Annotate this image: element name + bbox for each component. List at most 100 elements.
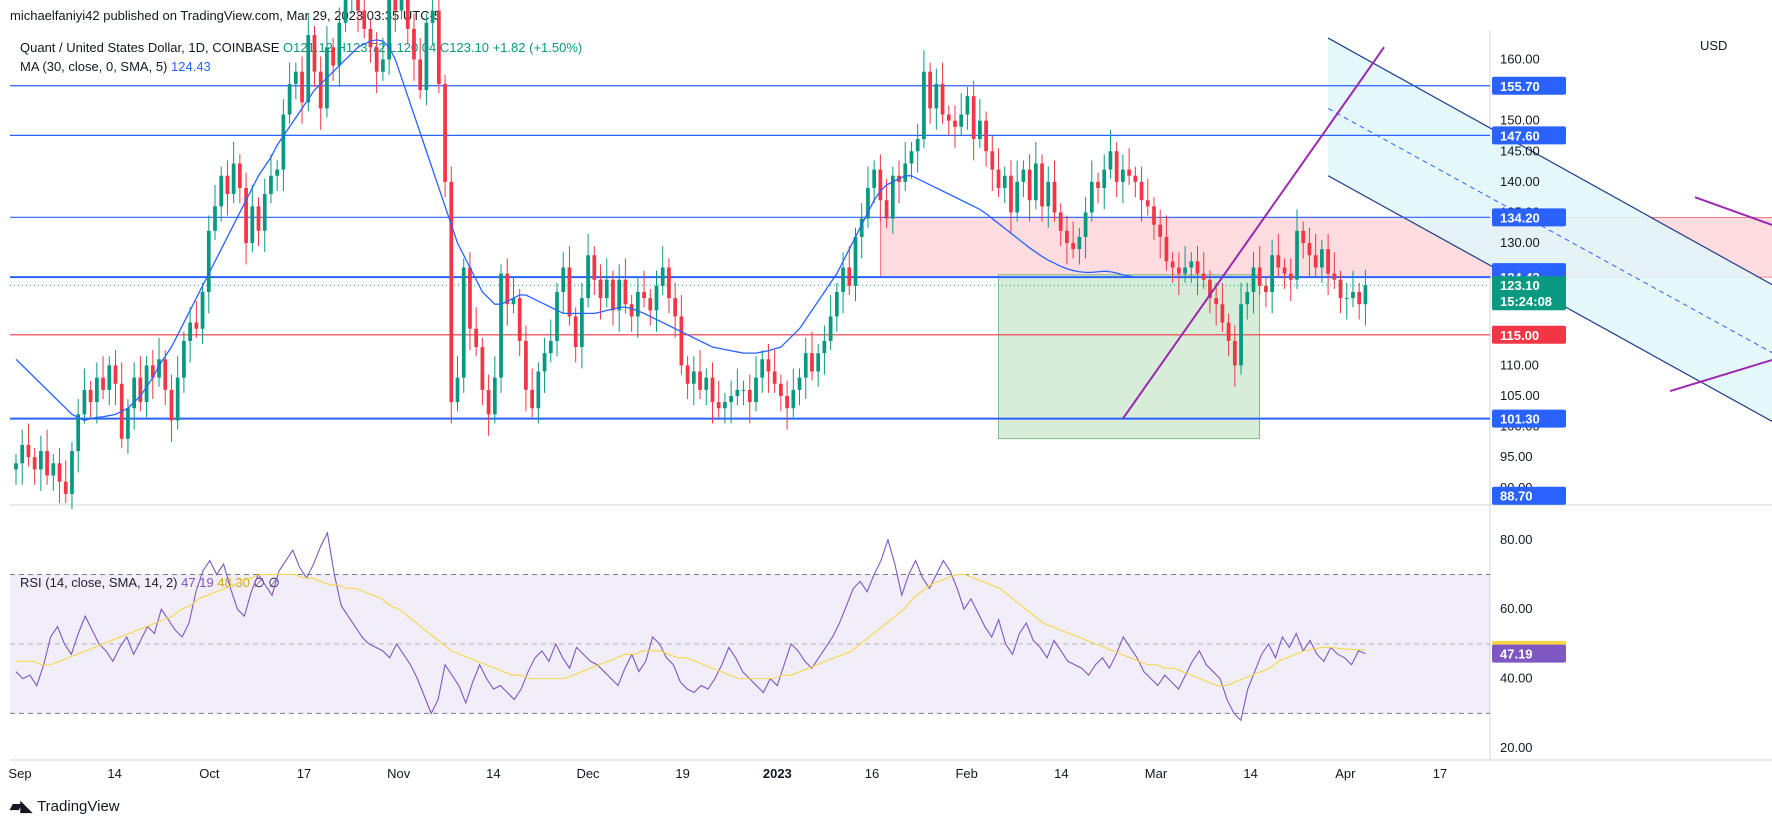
candle-body	[45, 451, 49, 476]
accumulation-zone	[998, 274, 1260, 440]
candle-body	[1052, 181, 1057, 213]
candle-body	[461, 267, 466, 378]
time-tick-label: Dec	[576, 766, 600, 781]
rsi-ma-value: 48.30	[217, 575, 250, 590]
candle-body	[318, 71, 323, 109]
candle-body	[635, 291, 640, 317]
candle-body	[1282, 267, 1287, 274]
candle-body	[915, 139, 920, 152]
candle-body	[772, 371, 777, 384]
candle-body	[144, 365, 149, 403]
tradingview-logo-icon: ▰◣	[10, 798, 32, 815]
candle-body	[548, 340, 553, 354]
candle-body	[1301, 230, 1306, 244]
candle-body	[20, 444, 25, 464]
candle-body	[331, 47, 336, 66]
candle-body	[32, 457, 37, 470]
candle-body	[760, 359, 765, 378]
candle-body	[14, 463, 18, 470]
candle-body	[269, 175, 273, 195]
rsi-legend[interactable]: RSI (14, close, SMA, 14, 2) 47.19 48.30 …	[20, 575, 280, 591]
candle-body	[971, 96, 976, 140]
candle-body	[244, 187, 248, 244]
candle-body	[1295, 230, 1299, 280]
candle-body	[573, 316, 578, 348]
time-tick-label: 14	[1243, 766, 1257, 781]
ma-legend[interactable]: MA (30, close, 0, SMA, 5) 124.43	[20, 59, 211, 74]
candle-body	[754, 377, 758, 403]
candle-body	[648, 298, 653, 311]
symbol-legend[interactable]: Quant / United States Dollar, 1D, COINBA…	[20, 40, 582, 55]
rsi-extra: ∅ ∅	[253, 575, 280, 590]
triangle-lower	[1669, 358, 1772, 393]
candle-body	[94, 377, 99, 403]
candle-body	[1145, 200, 1150, 207]
candle-body	[822, 340, 827, 354]
candle-body	[704, 377, 709, 390]
price-tag-0-text: 155.70	[1500, 79, 1540, 94]
rsi-tag-1: 47.19	[1492, 644, 1566, 663]
candle-body	[978, 120, 982, 140]
price-tag-5-text: 123.10	[1500, 278, 1540, 293]
time-tick-label: Nov	[387, 766, 411, 781]
candle-body	[486, 389, 491, 415]
rsi-label: RSI (14, close, SMA, 14, 2)	[20, 575, 178, 590]
candle-body	[1176, 267, 1181, 274]
price-tag-8-bg	[1492, 486, 1566, 505]
candle-body	[306, 35, 311, 103]
candle-body	[530, 389, 534, 409]
candle-body	[1320, 249, 1324, 268]
brand-name: TradingView	[37, 797, 120, 815]
candle-body	[39, 451, 43, 470]
candle-body	[107, 365, 112, 390]
candle-body	[1040, 163, 1044, 207]
time-tick-label: 17	[297, 766, 311, 781]
price-tick-label: 110.00	[1500, 357, 1539, 372]
candle-body	[387, 0, 391, 60]
candle-body	[1077, 236, 1082, 250]
candle-body	[1208, 279, 1212, 299]
price-tag-0-bg	[1492, 76, 1566, 95]
candle-body	[691, 371, 696, 384]
candle-body	[238, 163, 242, 188]
candle-body	[474, 328, 479, 348]
candle-body	[1083, 212, 1088, 237]
candle-body	[256, 206, 261, 231]
candle-body	[841, 267, 845, 292]
currency-label: USD	[1700, 38, 1728, 53]
candle-body	[101, 377, 105, 390]
price-tick-label: 160.00	[1500, 51, 1540, 66]
candle-body	[393, 0, 398, 11]
descending-channel-mid	[1327, 107, 1772, 354]
candle-body	[598, 279, 603, 299]
candle-body	[57, 463, 62, 482]
candle-body	[1158, 224, 1163, 237]
candle-body	[1226, 322, 1231, 341]
candle-body	[542, 353, 547, 372]
candle-body	[1071, 243, 1076, 250]
candle-body	[1257, 267, 1262, 286]
tradingview-brand[interactable]: ▰◣ TradingView	[10, 797, 120, 816]
candle-body	[113, 365, 118, 384]
candle-body	[990, 151, 995, 170]
candle-body	[231, 163, 236, 195]
candle-body	[412, 28, 416, 60]
price-tag-6-bg	[1492, 325, 1566, 344]
candle-body	[26, 444, 31, 458]
candle-body	[934, 83, 939, 109]
candle-body	[399, 0, 404, 11]
candle-body	[567, 267, 572, 317]
candle-body	[138, 377, 143, 403]
time-tick-label: 17	[1433, 766, 1447, 781]
candle-body	[617, 279, 622, 311]
candle-body	[654, 285, 659, 311]
rsi-tick-label: 60.00	[1500, 601, 1533, 616]
triangle-upper	[1694, 196, 1772, 226]
candle-body	[449, 181, 454, 403]
candle-body	[959, 114, 964, 127]
candle-body	[1133, 175, 1138, 182]
time-tick-label: Apr	[1335, 766, 1356, 781]
candle-body	[293, 71, 298, 84]
ma-label: MA (30, close, 0, SMA, 5)	[20, 59, 168, 74]
